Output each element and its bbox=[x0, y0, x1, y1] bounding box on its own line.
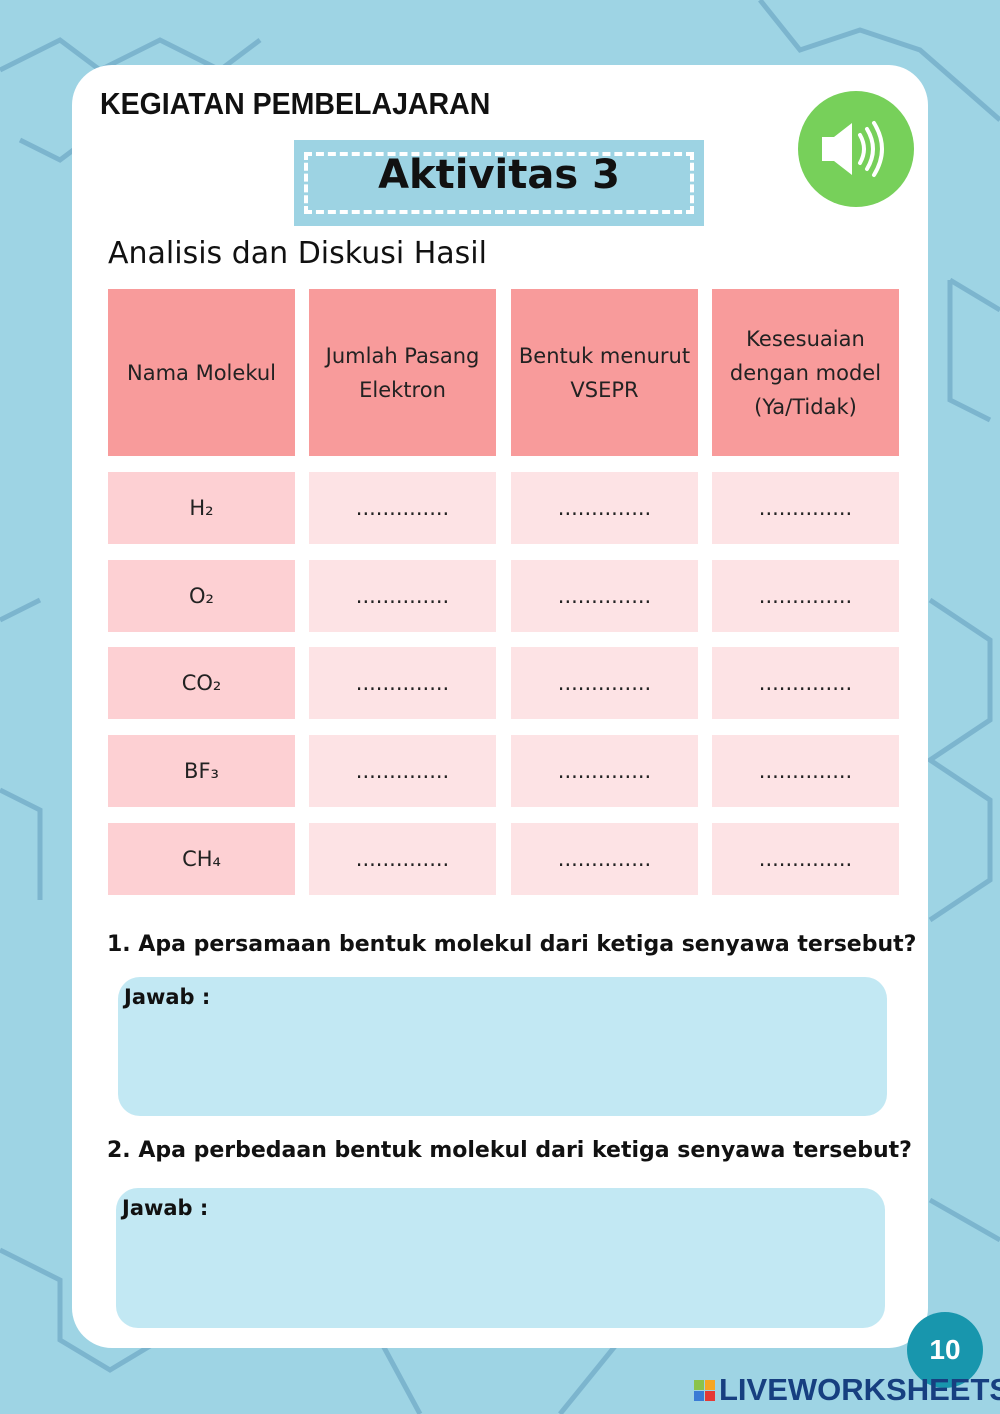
header-cell: Kesesuaian dengan model (Ya/Tidak) bbox=[712, 289, 899, 456]
activity-title: Aktivitas 3 bbox=[378, 152, 620, 198]
answer-cell[interactable]: .............. bbox=[309, 735, 496, 807]
question-1: 1. Apa persamaan bentuk molekul dari ket… bbox=[107, 932, 917, 957]
answer-cell[interactable]: .............. bbox=[511, 647, 698, 719]
header-cell: Nama Molekul bbox=[108, 289, 295, 456]
brand-name: LIVEWORKSHEETS bbox=[719, 1372, 1000, 1407]
section-kicker: KEGIATAN PEMBELAJARAN bbox=[100, 86, 491, 121]
liveworksheets-logo: LIVEWORKSHEETS bbox=[694, 1372, 1000, 1408]
molecule-name-cell: CH₄ bbox=[108, 823, 295, 895]
answer-cell[interactable]: .............. bbox=[712, 823, 899, 895]
header-cell: Jumlah Pasang Elektron bbox=[309, 289, 496, 456]
answer-cell[interactable]: .............. bbox=[712, 647, 899, 719]
section-subtitle: Analisis dan Diskusi Hasil bbox=[108, 236, 487, 271]
activity-banner: Aktivitas 3 bbox=[294, 140, 704, 226]
molecule-name-cell: BF₃ bbox=[108, 735, 295, 807]
answer-cell[interactable]: .............. bbox=[511, 823, 698, 895]
molecule-name-cell: H₂ bbox=[108, 472, 295, 544]
answer-cell[interactable]: .............. bbox=[712, 472, 899, 544]
answer-box-1[interactable]: Jawab : bbox=[118, 977, 887, 1116]
audio-button[interactable] bbox=[798, 91, 914, 207]
molecule-name-cell: O₂ bbox=[108, 560, 295, 632]
answer-label: Jawab : bbox=[124, 985, 211, 1009]
molecule-name-cell: CO₂ bbox=[108, 647, 295, 719]
page-number-badge: 10 bbox=[907, 1312, 983, 1388]
header-cell: Bentuk menurut VSEPR bbox=[511, 289, 698, 456]
answer-cell[interactable]: .............. bbox=[712, 560, 899, 632]
answer-box-2[interactable]: Jawab : bbox=[116, 1188, 885, 1328]
answer-cell[interactable]: .............. bbox=[712, 735, 899, 807]
answer-label: Jawab : bbox=[122, 1196, 209, 1220]
answer-cell[interactable]: .............. bbox=[511, 735, 698, 807]
answer-cell[interactable]: .............. bbox=[309, 647, 496, 719]
answer-cell[interactable]: .............. bbox=[511, 472, 698, 544]
answer-cell[interactable]: .............. bbox=[309, 560, 496, 632]
answer-cell[interactable]: .............. bbox=[309, 823, 496, 895]
logo-icon bbox=[694, 1379, 715, 1401]
question-2: 2. Apa perbedaan bentuk molekul dari ket… bbox=[107, 1138, 912, 1163]
answer-cell[interactable]: .............. bbox=[309, 472, 496, 544]
answer-cell[interactable]: .............. bbox=[511, 560, 698, 632]
speaker-icon bbox=[822, 121, 884, 177]
